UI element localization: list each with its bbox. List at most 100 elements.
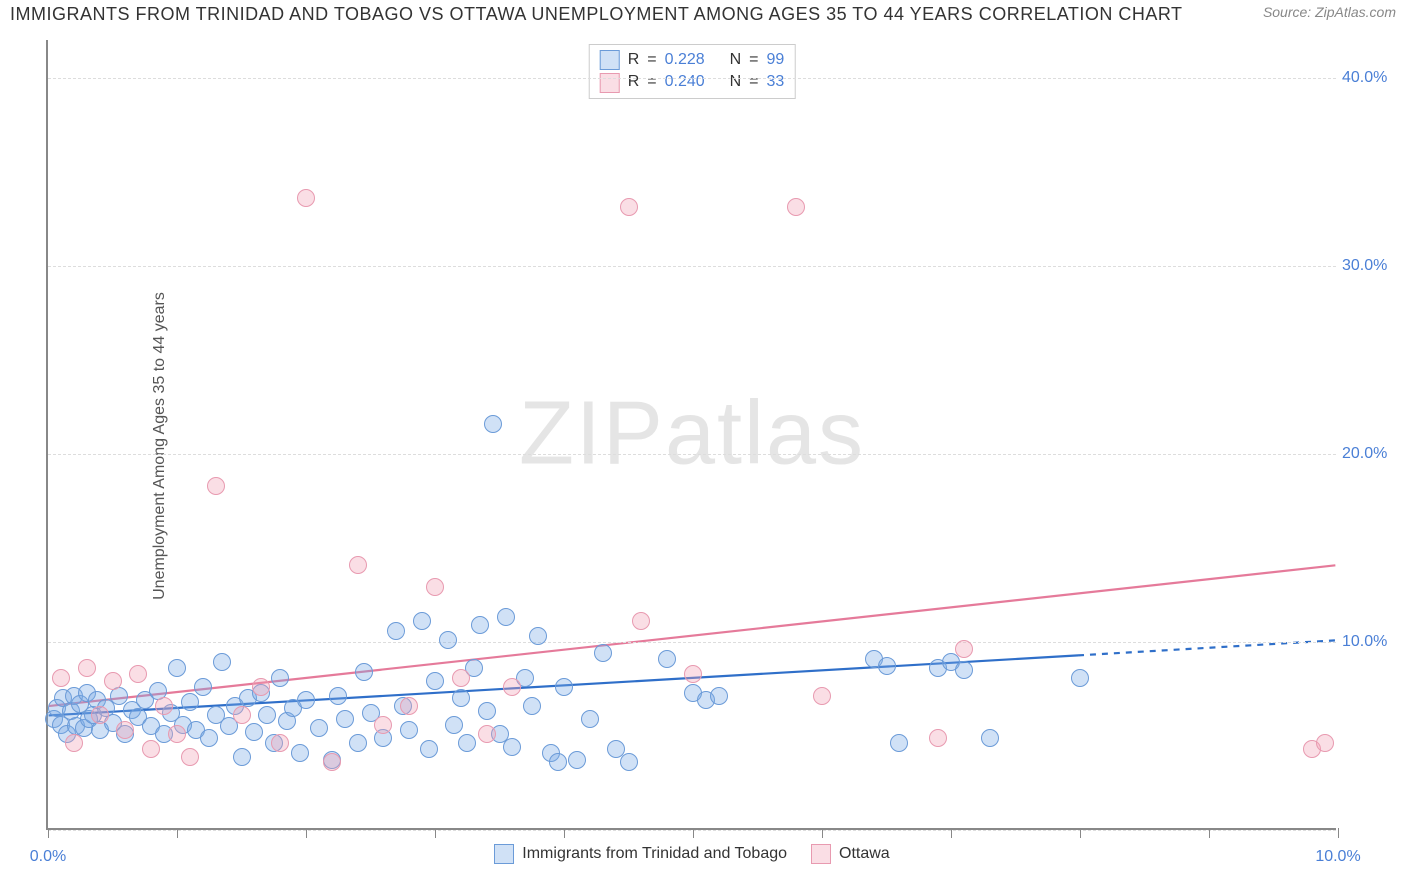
scatter-point-trinidad <box>233 748 251 766</box>
x-tick <box>435 828 436 838</box>
legend-n-value-trinidad: 99 <box>766 49 784 71</box>
chart-title: IMMIGRANTS FROM TRINIDAD AND TOBAGO VS O… <box>10 4 1183 25</box>
scatter-point-ottawa <box>78 659 96 677</box>
grid-line <box>48 78 1336 79</box>
scatter-point-trinidad <box>445 716 463 734</box>
scatter-point-trinidad <box>458 734 476 752</box>
legend-r-value-trinidad: 0.228 <box>665 49 705 71</box>
scatter-point-trinidad <box>181 693 199 711</box>
scatter-point-ottawa <box>104 672 122 690</box>
scatter-point-trinidad <box>549 753 567 771</box>
legend-n-label: N <box>730 49 742 71</box>
scatter-point-trinidad <box>981 729 999 747</box>
x-tick <box>1080 828 1081 838</box>
legend-eq: = <box>749 49 758 71</box>
scatter-point-trinidad <box>297 691 315 709</box>
swatch-ottawa <box>811 844 831 864</box>
legend-label-trinidad: Immigrants from Trinidad and Tobago <box>522 845 787 863</box>
scatter-point-trinidad <box>168 659 186 677</box>
x-tick <box>1209 828 1210 838</box>
scatter-point-trinidad <box>581 710 599 728</box>
legend-n-label: N <box>730 71 742 93</box>
x-tick <box>564 828 565 838</box>
scatter-point-ottawa <box>52 669 70 687</box>
y-tick-label: 40.0% <box>1342 69 1392 87</box>
scatter-point-ottawa <box>207 477 225 495</box>
swatch-trinidad <box>494 844 514 864</box>
scatter-point-trinidad <box>710 687 728 705</box>
y-tick-label: 20.0% <box>1342 445 1392 463</box>
scatter-point-trinidad <box>523 697 541 715</box>
scatter-point-trinidad <box>658 650 676 668</box>
x-tick <box>951 828 952 838</box>
scatter-point-ottawa <box>452 669 470 687</box>
scatter-point-ottawa <box>116 721 134 739</box>
scatter-point-trinidad <box>568 751 586 769</box>
source-label: Source: ZipAtlas.com <box>1263 4 1396 20</box>
legend-eq: = <box>647 71 656 93</box>
scatter-point-trinidad <box>258 706 276 724</box>
x-tick <box>177 828 178 838</box>
scatter-point-trinidad <box>1071 669 1089 687</box>
chart-container: IMMIGRANTS FROM TRINIDAD AND TOBAGO VS O… <box>0 0 1406 892</box>
scatter-point-ottawa <box>91 706 109 724</box>
x-tick-label: 0.0% <box>30 848 66 866</box>
scatter-point-ottawa <box>252 678 270 696</box>
scatter-point-trinidad <box>555 678 573 696</box>
scatter-point-trinidad <box>413 612 431 630</box>
scatter-point-trinidad <box>200 729 218 747</box>
scatter-point-trinidad <box>420 740 438 758</box>
y-tick-label: 10.0% <box>1342 633 1392 651</box>
plot-area: ZIPatlas R = 0.228 N = 99 R = 0.240 N <box>46 40 1336 830</box>
legend-eq: = <box>647 49 656 71</box>
grid-line <box>48 266 1336 267</box>
scatter-point-trinidad <box>471 616 489 634</box>
scatter-point-ottawa <box>323 753 341 771</box>
swatch-ottawa <box>600 73 620 93</box>
scatter-point-ottawa <box>129 665 147 683</box>
scatter-point-trinidad <box>310 719 328 737</box>
scatter-point-trinidad <box>478 702 496 720</box>
scatter-point-trinidad <box>452 689 470 707</box>
scatter-point-ottawa <box>271 734 289 752</box>
legend-r-label: R <box>628 49 640 71</box>
x-tick <box>48 828 49 838</box>
scatter-point-ottawa <box>955 640 973 658</box>
scatter-point-trinidad <box>890 734 908 752</box>
legend-row-trinidad: R = 0.228 N = 99 <box>600 49 785 71</box>
legend-eq: = <box>749 71 758 93</box>
scatter-point-trinidad <box>400 721 418 739</box>
legend-n-value-ottawa: 33 <box>766 71 784 93</box>
scatter-point-trinidad <box>497 608 515 626</box>
swatch-trinidad <box>600 50 620 70</box>
grid-line <box>48 830 1336 831</box>
scatter-point-ottawa <box>142 740 160 758</box>
scatter-point-ottawa <box>620 198 638 216</box>
scatter-point-trinidad <box>194 678 212 696</box>
x-tick-label: 10.0% <box>1315 848 1360 866</box>
x-tick <box>822 828 823 838</box>
scatter-point-ottawa <box>400 697 418 715</box>
scatter-point-ottawa <box>503 678 521 696</box>
legend-row-ottawa: R = 0.240 N = 33 <box>600 71 785 93</box>
scatter-point-ottawa <box>632 612 650 630</box>
title-bar: IMMIGRANTS FROM TRINIDAD AND TOBAGO VS O… <box>10 4 1396 25</box>
scatter-point-ottawa <box>813 687 831 705</box>
scatter-point-ottawa <box>929 729 947 747</box>
grid-line <box>48 642 1336 643</box>
scatter-point-trinidad <box>426 672 444 690</box>
scatter-point-ottawa <box>155 697 173 715</box>
scatter-point-ottawa <box>684 665 702 683</box>
scatter-point-trinidad <box>503 738 521 756</box>
scatter-point-trinidad <box>594 644 612 662</box>
scatter-point-trinidad <box>620 753 638 771</box>
scatter-point-trinidad <box>245 723 263 741</box>
scatter-point-ottawa <box>233 706 251 724</box>
legend-item-trinidad: Immigrants from Trinidad and Tobago <box>494 844 787 864</box>
scatter-point-trinidad <box>529 627 547 645</box>
scatter-point-ottawa <box>374 716 392 734</box>
scatter-point-ottawa <box>168 725 186 743</box>
legend-correlation-box: R = 0.228 N = 99 R = 0.240 N = 33 <box>589 44 796 99</box>
legend-label-ottawa: Ottawa <box>839 845 890 863</box>
scatter-point-trinidad <box>355 663 373 681</box>
